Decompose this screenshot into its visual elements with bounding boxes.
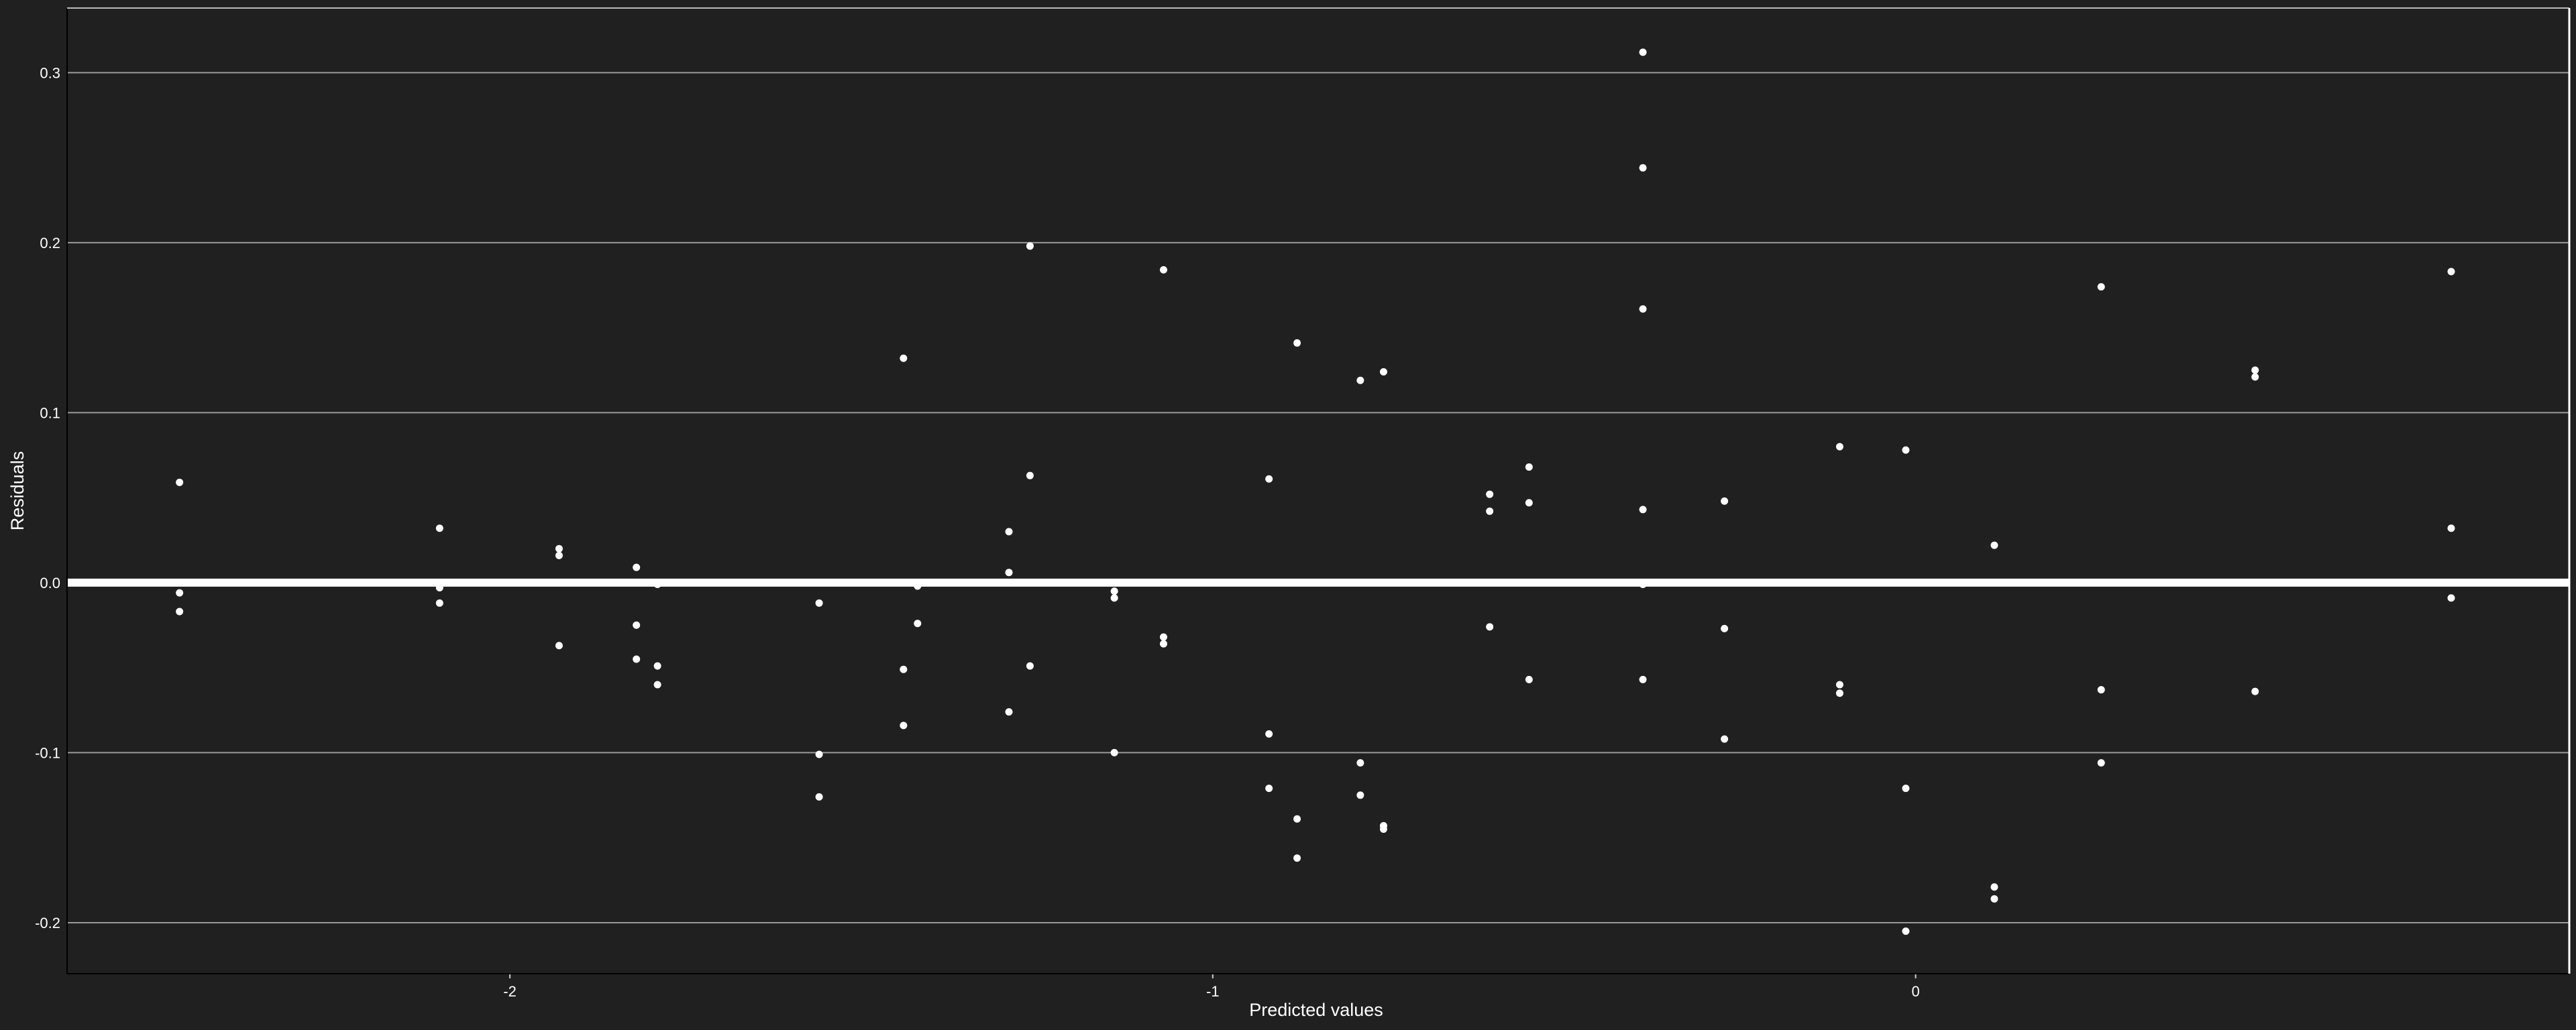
data-point	[2097, 759, 2105, 767]
axes: -0.2 -0.1 0.0 0.1 0.2 0.3 -2 -1 0	[35, 7, 2571, 1000]
data-point	[1110, 587, 1118, 595]
data-point	[1639, 675, 1647, 683]
data-point	[1835, 443, 1843, 451]
data-point	[1005, 528, 1013, 536]
data-point	[1265, 475, 1273, 483]
data-point	[1265, 730, 1273, 738]
data-point	[900, 722, 908, 730]
data-point	[435, 599, 443, 607]
data-point	[2097, 283, 2105, 291]
data-point	[653, 681, 661, 689]
data-point	[1639, 580, 1647, 588]
data-point	[815, 599, 823, 607]
gridlines	[67, 72, 2569, 923]
data-point	[900, 354, 908, 362]
data-point	[1159, 633, 1167, 641]
data-point	[1293, 854, 1301, 862]
data-point	[1005, 569, 1013, 577]
data-point	[1110, 748, 1118, 756]
data-point	[1356, 791, 1364, 799]
data-point	[633, 655, 641, 663]
data-point	[2447, 268, 2455, 276]
data-point	[2251, 687, 2259, 695]
data-point	[653, 580, 661, 588]
data-point	[1721, 497, 1729, 505]
data-point	[815, 793, 823, 801]
data-point	[1356, 376, 1364, 384]
y-axis-title: Residuals	[7, 451, 28, 531]
data-point	[653, 662, 661, 670]
data-point	[435, 584, 443, 592]
data-point	[1639, 164, 1647, 172]
data-point	[1356, 759, 1364, 767]
data-point	[914, 582, 922, 590]
data-point	[1026, 662, 1034, 670]
data-point	[1990, 895, 1998, 903]
data-point	[1721, 735, 1729, 743]
data-point	[2447, 594, 2455, 602]
data-point	[2251, 373, 2259, 381]
data-point	[1525, 499, 1533, 507]
data-point	[2097, 686, 2105, 694]
data-point	[1026, 242, 1034, 250]
data-point	[633, 621, 641, 629]
data-point	[1902, 785, 1910, 793]
data-point	[1293, 339, 1301, 347]
data-point	[555, 551, 563, 559]
data-point	[2447, 524, 2455, 532]
data-point	[1026, 471, 1034, 479]
data-point	[1486, 507, 1494, 515]
plot-area	[67, 8, 2569, 974]
y-tick-label: 0.1	[40, 404, 60, 421]
data-point	[1835, 681, 1843, 689]
data-point	[1379, 825, 1387, 834]
plot-panel	[67, 8, 2569, 974]
data-point	[435, 524, 443, 532]
data-point	[914, 620, 922, 628]
x-axis-title: Predicted values	[1249, 1000, 1383, 1020]
data-point	[1486, 490, 1494, 498]
data-point	[1293, 815, 1301, 823]
data-point	[176, 478, 184, 486]
y-tick-label: -0.2	[35, 915, 60, 931]
x-tick-label: -2	[503, 983, 517, 1000]
data-point	[1379, 368, 1387, 376]
data-point	[1486, 623, 1494, 631]
data-point	[1835, 689, 1843, 697]
y-tick-label: -0.1	[35, 744, 60, 761]
data-point	[1265, 785, 1273, 793]
data-point	[1005, 708, 1013, 716]
data-point	[555, 545, 563, 553]
data-point	[2251, 366, 2259, 374]
data-point	[633, 563, 641, 571]
data-point	[1159, 640, 1167, 648]
data-point	[1159, 266, 1167, 274]
data-points	[176, 48, 2455, 935]
data-point	[900, 665, 908, 673]
y-tick-label: 0.2	[40, 235, 60, 251]
data-point	[1721, 624, 1729, 632]
data-point	[1990, 883, 1998, 891]
data-point	[176, 608, 184, 616]
data-point	[815, 750, 823, 758]
x-tick-label: -1	[1206, 983, 1220, 1000]
data-point	[176, 589, 184, 597]
data-point	[1902, 446, 1910, 454]
y-tick-label: 0.3	[40, 64, 60, 81]
data-point	[1525, 675, 1533, 683]
data-point	[1110, 594, 1118, 602]
data-point	[1639, 48, 1647, 56]
data-point	[555, 642, 563, 650]
data-point	[1525, 463, 1533, 471]
data-point	[1639, 506, 1647, 514]
x-tick-label: 0	[1911, 983, 1919, 1000]
data-point	[1990, 541, 1998, 549]
data-point	[1902, 927, 1910, 935]
data-point	[1639, 305, 1647, 313]
y-tick-label: 0.0	[40, 575, 60, 591]
